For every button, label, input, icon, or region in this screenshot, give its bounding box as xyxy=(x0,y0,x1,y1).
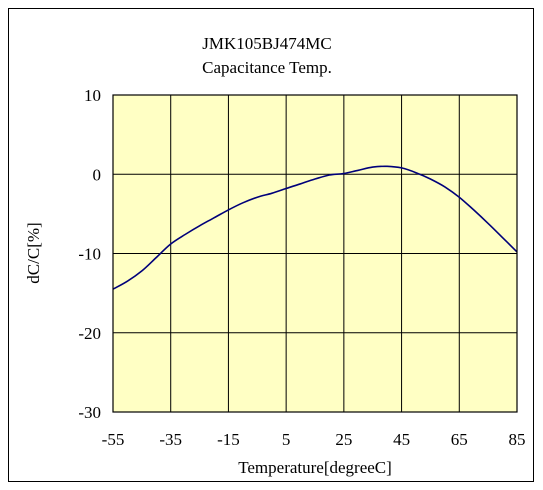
capacitance-temperature-chart: JMK105BJ474MC Capacitance Temp. 10 0 -10 -2… xyxy=(24,34,526,477)
y-tick-label: 0 xyxy=(93,165,102,184)
x-tick-label: 5 xyxy=(282,430,291,449)
chart-title: JMK105BJ474MC xyxy=(202,34,331,53)
x-tick-label: 25 xyxy=(335,430,352,449)
chart-frame: JMK105BJ474MC Capacitance Temp. 10 0 -10 -2… xyxy=(8,8,534,482)
x-tick-label: 45 xyxy=(393,430,410,449)
x-axis-label: Temperature[degreeC] xyxy=(238,458,392,477)
y-tick-label: -10 xyxy=(78,245,101,264)
y-tick-label: -30 xyxy=(78,403,101,422)
x-tick-label: -35 xyxy=(159,430,182,449)
plot-border xyxy=(112,94,518,413)
y-axis-label: dC/C[%] xyxy=(24,222,43,283)
x-tick-labels: -55 -35 -15 5 25 45 65 85 xyxy=(102,430,526,449)
x-tick-label: -55 xyxy=(102,430,125,449)
x-tick-label: 85 xyxy=(509,430,526,449)
y-tick-labels: 10 0 -10 -20 -30 xyxy=(78,86,101,422)
chart-subtitle: Capacitance Temp. xyxy=(202,58,332,77)
y-tick-label: -20 xyxy=(78,324,101,343)
x-tick-label: -15 xyxy=(217,430,240,449)
x-tick-label: 65 xyxy=(451,430,468,449)
y-tick-label: 10 xyxy=(84,86,101,105)
capacitance-curve xyxy=(112,165,518,290)
